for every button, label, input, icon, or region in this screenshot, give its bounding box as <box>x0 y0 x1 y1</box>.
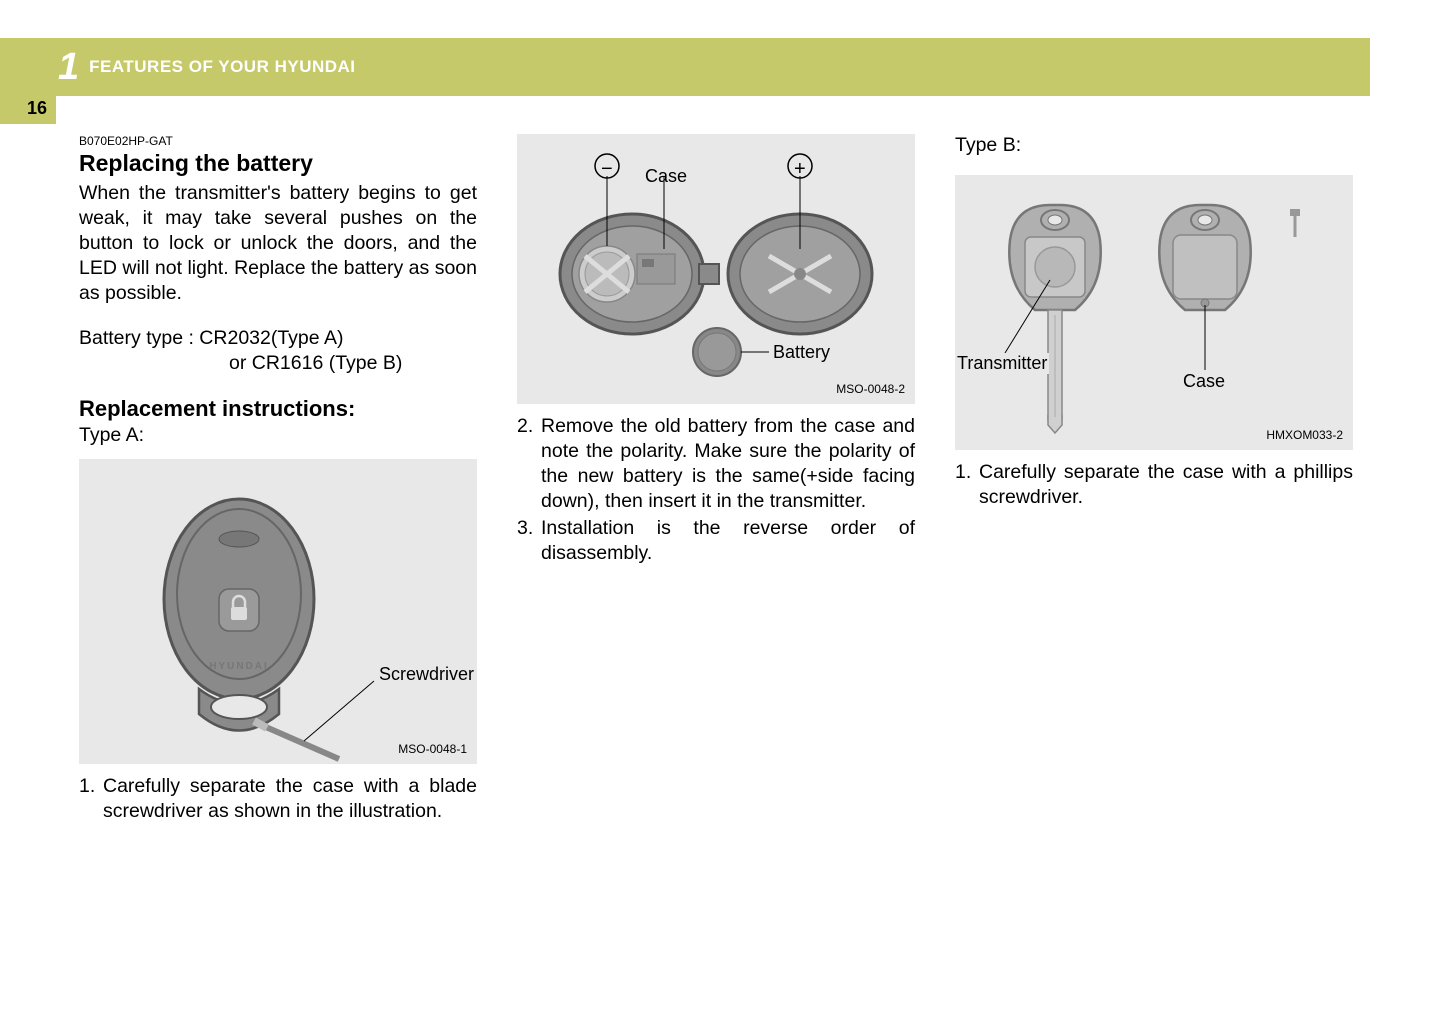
minus-callout: − <box>601 158 613 181</box>
column-3: Type B: <box>955 134 1353 826</box>
figure-type-b-key: Transmitter Case HMXOM033-2 <box>955 175 1353 450</box>
screwdriver-callout: Screwdriver <box>379 664 474 685</box>
step-2-num: 2. <box>517 414 541 514</box>
column-2: − + Case Battery MSO-0048-2 2. Remove th… <box>517 134 915 826</box>
page-content: B070E02HP-GAT Replacing the battery When… <box>79 134 1359 826</box>
chapter-banner: 1 FEATURES OF YOUR HYUNDAI <box>0 38 1370 96</box>
battery-callout: Battery <box>773 342 830 363</box>
type-b-label: Type B: <box>955 134 1353 157</box>
step-1-text: Carefully separate the case with a blade… <box>103 774 477 824</box>
fob-illustration: HYUNDAI <box>79 459 477 764</box>
type-b-step-1-num: 1. <box>955 460 979 510</box>
chapter-number: 1 <box>58 46 79 89</box>
type-b-step-1: 1. Carefully separate the case with a ph… <box>955 460 1353 510</box>
step-2: 2. Remove the old battery from the case … <box>517 414 915 514</box>
step-3-num: 3. <box>517 516 541 566</box>
intro-paragraph: When the transmitter's battery begins to… <box>79 181 477 306</box>
step-3-text: Installation is the reverse order of dis… <box>541 516 915 566</box>
battery-line2: or CR1616 (Type B) <box>79 352 402 374</box>
figure-code-3: HMXOM033-2 <box>1266 428 1343 442</box>
type-b-step-1-text: Carefully separate the case with a phill… <box>979 460 1353 510</box>
key-illustration <box>955 175 1353 450</box>
transmitter-callout: Transmitter <box>955 353 1049 374</box>
type-a-label: Type A: <box>79 424 477 447</box>
svg-text:HYUNDAI: HYUNDAI <box>209 661 269 672</box>
section-code: B070E02HP-GAT <box>79 134 477 148</box>
battery-type-info: Battery type : CR2032(Type A) or CR1616 … <box>79 326 477 376</box>
plus-callout: + <box>794 158 806 181</box>
column-1: B070E02HP-GAT Replacing the battery When… <box>79 134 477 826</box>
page-number: 16 <box>27 98 47 119</box>
step-1-num: 1. <box>79 774 103 824</box>
case-callout-b: Case <box>1183 371 1225 392</box>
step-1: 1. Carefully separate the case with a bl… <box>79 774 477 824</box>
section-heading: Replacing the battery <box>79 150 477 177</box>
case-callout: Case <box>645 166 687 187</box>
step-2-text: Remove the old battery from the case and… <box>541 414 915 514</box>
open-case-illustration <box>517 134 915 404</box>
chapter-title: FEATURES OF YOUR HYUNDAI <box>89 57 355 77</box>
battery-line1: Battery type : CR2032(Type A) <box>79 327 343 349</box>
figure-type-a-fob: HYUNDAI Screwdriver MSO-0048-1 <box>79 459 477 764</box>
figure-open-case: − + Case Battery MSO-0048-2 <box>517 134 915 404</box>
instructions-heading: Replacement instructions: <box>79 396 477 422</box>
step-3: 3. Installation is the reverse order of … <box>517 516 915 566</box>
figure-code-2: MSO-0048-2 <box>836 382 905 396</box>
figure-code-1: MSO-0048-1 <box>398 742 467 756</box>
